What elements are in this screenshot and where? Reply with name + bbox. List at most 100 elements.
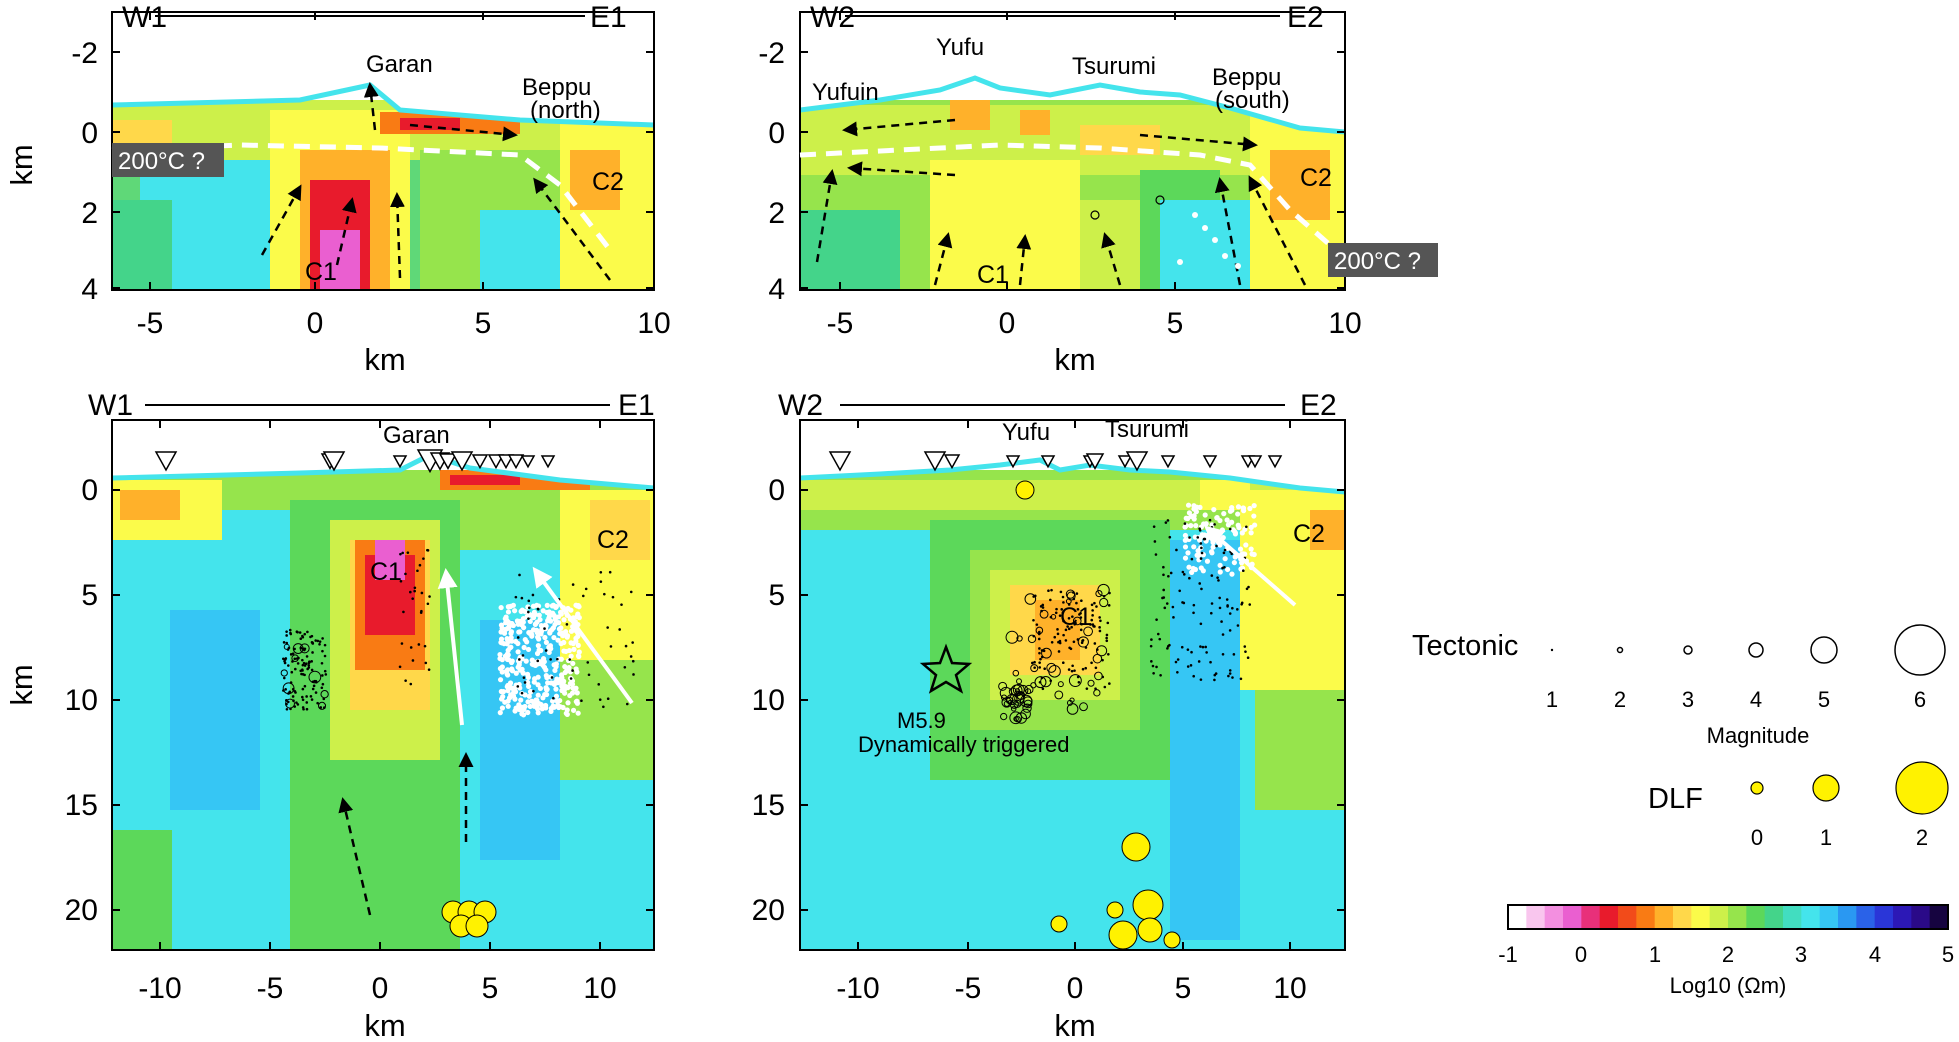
earthquake-point	[497, 651, 503, 658]
earthquake-point	[565, 605, 571, 612]
earthquake-point	[525, 699, 531, 705]
earthquake-point	[1210, 539, 1216, 546]
earthquake-point	[1027, 634, 1037, 644]
earthquake-point	[1185, 502, 1192, 508]
colorbar-swatch	[1838, 905, 1857, 929]
earthquake-point	[1201, 645, 1205, 649]
earthquake-point	[558, 675, 565, 681]
earthquake-point	[1181, 570, 1185, 574]
earthquake-point	[536, 607, 540, 611]
earthquake-point	[1095, 589, 1103, 598]
station-triangle-icon	[487, 454, 505, 470]
xtick-tl-1: 0	[307, 307, 324, 340]
earthquake-point	[519, 711, 525, 717]
earthquake-point	[1213, 678, 1216, 682]
earthquake-point	[1182, 532, 1189, 539]
earthquake-point	[1218, 596, 1221, 600]
earthquake-point	[1025, 688, 1032, 695]
earthquake-point	[1228, 612, 1232, 615]
earthquake-point	[520, 596, 524, 600]
earthquake-point	[529, 661, 535, 667]
legend-dlf-1: 1	[1820, 825, 1832, 850]
earthquake-point	[1067, 616, 1071, 620]
colorbar-swatch	[1654, 905, 1674, 929]
earthquake-point	[1162, 573, 1165, 577]
stations-bottom-left	[154, 449, 556, 474]
earthquake-point	[568, 658, 572, 661]
earthquake-point	[1024, 593, 1037, 605]
earthquake-point	[401, 551, 404, 555]
earthquake-point	[1080, 599, 1083, 603]
earthquake-point	[1244, 650, 1247, 653]
earthquake-point	[525, 646, 532, 653]
earthquake-point	[1186, 564, 1192, 570]
earthquake-point	[293, 647, 296, 651]
conductor-c1-top-right: C1	[977, 261, 1009, 289]
earthquake-point	[303, 648, 306, 652]
earthquake-point	[303, 664, 307, 667]
earthquake-point	[1098, 626, 1101, 629]
earthquake-point	[546, 618, 553, 624]
earthquake-point	[514, 595, 518, 599]
colorbar-swatch	[1709, 905, 1729, 929]
earthquake-point	[1079, 611, 1082, 615]
earthquake-point	[1222, 556, 1228, 562]
earthquake-point	[1068, 646, 1071, 650]
earthquake-point	[1033, 660, 1036, 664]
dlf-events-bottom-right	[1015, 480, 1181, 950]
earthquake-point	[527, 617, 530, 620]
earthquake-point	[522, 637, 528, 643]
earthquake-point	[516, 685, 520, 688]
earthquake-point	[1172, 616, 1175, 619]
earthquake-point	[1210, 602, 1214, 605]
earthquake-point	[525, 674, 531, 680]
colorbar-swatch	[1508, 905, 1527, 929]
earthquake-point	[1185, 550, 1191, 556]
earthquake-point	[1038, 661, 1041, 664]
earthquake-point	[535, 634, 541, 640]
legend-dlf-2-symbol	[1895, 761, 1949, 815]
earthquake-point	[1062, 633, 1065, 637]
earthquake-point	[1183, 522, 1187, 525]
ytick-tl-1: 0	[81, 117, 98, 150]
xlabel-bottom-left: km	[364, 1008, 405, 1042]
ytick-bl-3: 15	[65, 789, 98, 822]
earthquake-point	[573, 638, 579, 644]
colorbar-swatch	[1893, 905, 1912, 929]
earthquake-point	[1065, 598, 1072, 605]
earthquake-point	[1236, 624, 1240, 627]
earthquake-point	[1071, 615, 1074, 618]
earthquake-point	[1152, 671, 1155, 675]
earthquake-point	[1008, 687, 1017, 696]
station-triangle-icon	[1117, 455, 1133, 469]
earthquake-point	[1098, 616, 1101, 619]
earthquake-point	[623, 665, 627, 669]
earthquake-point	[558, 641, 564, 647]
resistivity-section-top-right	[800, 12, 1345, 290]
station-triangle-icon	[828, 451, 852, 472]
earthquake-point	[581, 594, 585, 598]
earthquake-point	[507, 622, 514, 628]
earthquake-point	[1190, 565, 1196, 572]
earthquake-point	[536, 647, 542, 653]
colorbar-swatch	[1819, 905, 1839, 929]
earthquake-point	[1041, 606, 1045, 609]
ylabel-top-left: km	[4, 144, 39, 185]
earthquake-point	[1216, 576, 1219, 579]
earthquake-point	[311, 687, 315, 691]
earthquake-point	[1208, 518, 1212, 522]
earthquake-point	[553, 663, 559, 670]
earthquake-point	[1041, 603, 1045, 607]
earthquake-point	[1062, 601, 1065, 604]
earthquake-point	[571, 669, 574, 672]
earthquake-point	[536, 659, 540, 663]
earthquake-point	[1084, 666, 1088, 670]
profile-label-w1: W1	[122, 1, 167, 34]
earthquake-point	[544, 602, 550, 608]
earthquake-point	[1155, 618, 1158, 621]
station-triangle-icon	[520, 455, 536, 469]
earthquake-point	[1010, 706, 1017, 712]
earthquake-point	[526, 693, 532, 699]
earthquake-point	[1075, 592, 1079, 595]
earthquake-point	[562, 664, 568, 670]
